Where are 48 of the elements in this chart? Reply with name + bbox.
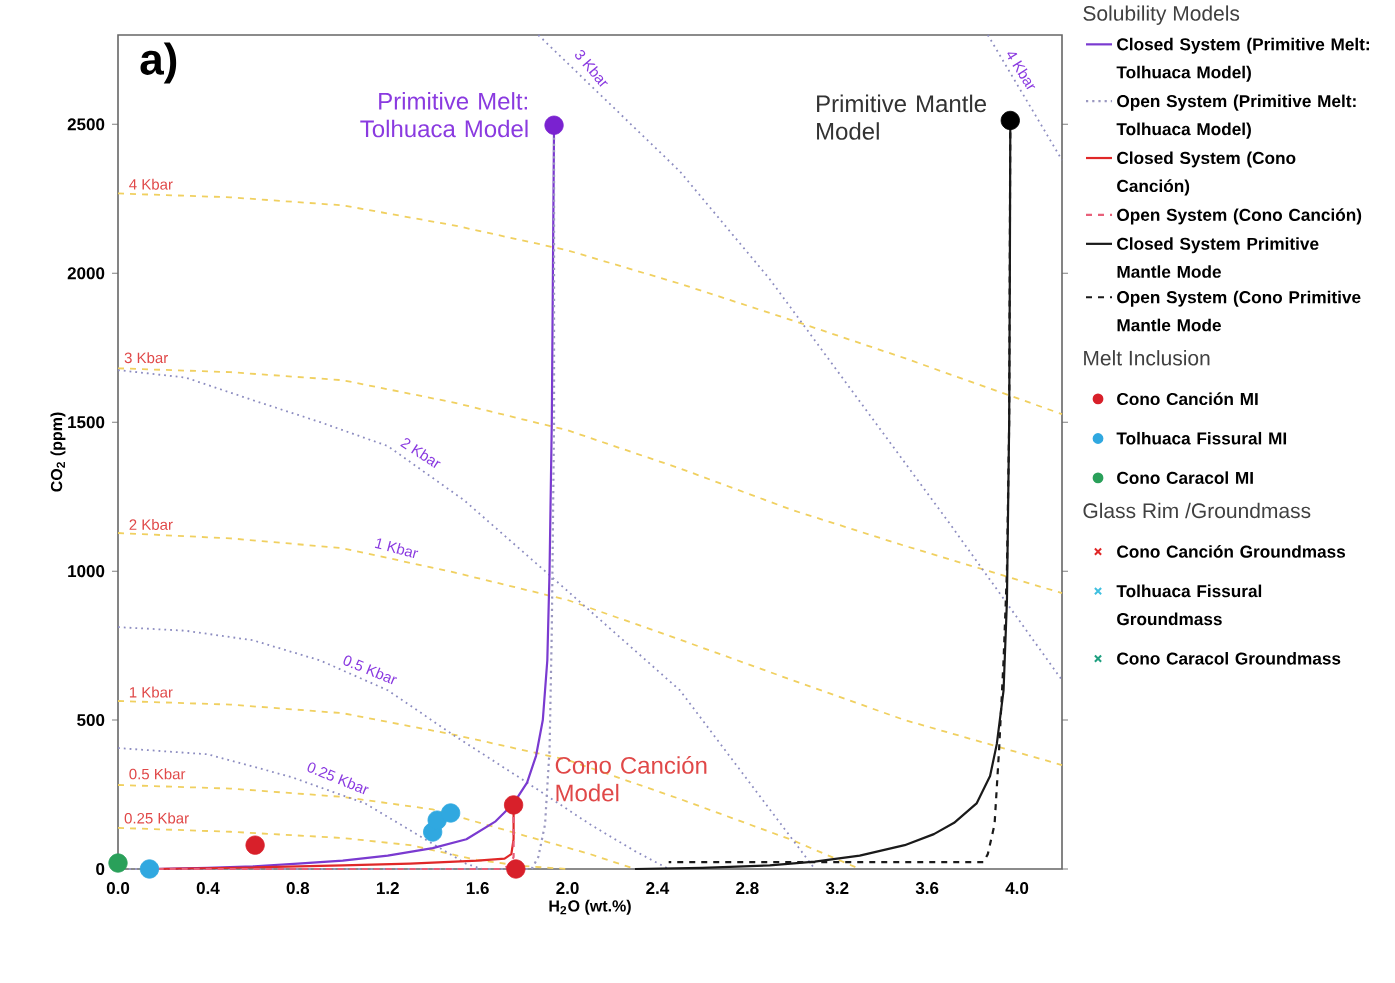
- y-tick-label: 500: [77, 714, 105, 727]
- annotation: 2 Kbar: [400, 438, 441, 468]
- annotation: 0.25 Kbar: [307, 762, 369, 795]
- annotation: 4 Kbar: [129, 178, 173, 190]
- annotation: 1 Kbar: [129, 686, 173, 698]
- legend-label: Cono Caracol MI: [1117, 471, 1253, 484]
- x-tick-label: 0.4: [196, 882, 220, 895]
- text: Glass Rim /Groundmass: [1083, 502, 1311, 519]
- legend-label: Closed System (Primitive Melt: Tolhuaca Model): [1116, 37, 1369, 82]
- y-tick-label: 0: [96, 862, 105, 875]
- y-tick-label: 2000: [67, 267, 105, 280]
- x-tick-label: 3.2: [825, 882, 849, 895]
- annotation: 3 Kbar: [124, 352, 168, 364]
- annotation: 2 Kbar: [129, 518, 173, 530]
- x-tick-label: 1.6: [466, 882, 489, 895]
- y-tick-label: 1500: [68, 416, 105, 429]
- legend-label: Cono Caracol Groundmass: [1117, 652, 1341, 665]
- annotation: 0.5 Kbar: [343, 655, 398, 685]
- legend-label: Open System (Cono Canción): [1117, 208, 1362, 225]
- x-tick-label: 1.2: [376, 882, 399, 894]
- x-tick-label: 0.8: [286, 882, 310, 895]
- legend-label: Tolhuaca Fissural MI: [1116, 431, 1287, 445]
- chart-title: a): [140, 42, 177, 84]
- x-tick-label: 3.6: [915, 882, 939, 895]
- annotation: Primitive Melt: Tolhuaca Model: [360, 92, 528, 138]
- legend-label: Cono Canción Groundmass: [1117, 545, 1346, 558]
- x-tick-label: 2.8: [736, 882, 759, 895]
- annotation: 1 Kbar: [374, 538, 419, 559]
- annotation: Primitive Mantle Model: [817, 94, 987, 140]
- x-tick-label: 2.0: [556, 882, 579, 895]
- legend-label: Closed System (Cono Canción): [1117, 151, 1296, 196]
- legend-label: Closed System Primitive Mantle Mode: [1117, 237, 1319, 278]
- text: Melt Inclusion: [1084, 350, 1210, 366]
- legend-label: Tolhuaca Fissural Groundmass: [1116, 584, 1262, 626]
- legend-label: Open System (Primitive Melt: Tolhuaca Model): [1116, 94, 1356, 139]
- legend-label: Open System (Cono Primitive Mantle Mode: [1117, 290, 1361, 332]
- y-tick-label: 2500: [67, 118, 105, 131]
- y-tick-label: 1000: [68, 565, 105, 578]
- x-tick-label: 4.0: [1005, 882, 1029, 895]
- x-axis-title: H$_{2}$O (wt.%): [549, 899, 631, 915]
- x-tick-label: 0.0: [106, 882, 130, 895]
- legend-title: Solubility Models: [1083, 5, 1240, 25]
- y-axis-title: CO$_{2}$ (ppm): [50, 412, 66, 492]
- legend-label: Cono Canción MI: [1117, 392, 1258, 406]
- annotation: Cono Canción Model: [555, 755, 707, 802]
- annotation: 0.25 Kbar: [124, 812, 189, 824]
- annotation: 0.5 Kbar: [129, 768, 186, 780]
- x-tick-label: 2.4: [646, 882, 670, 894]
